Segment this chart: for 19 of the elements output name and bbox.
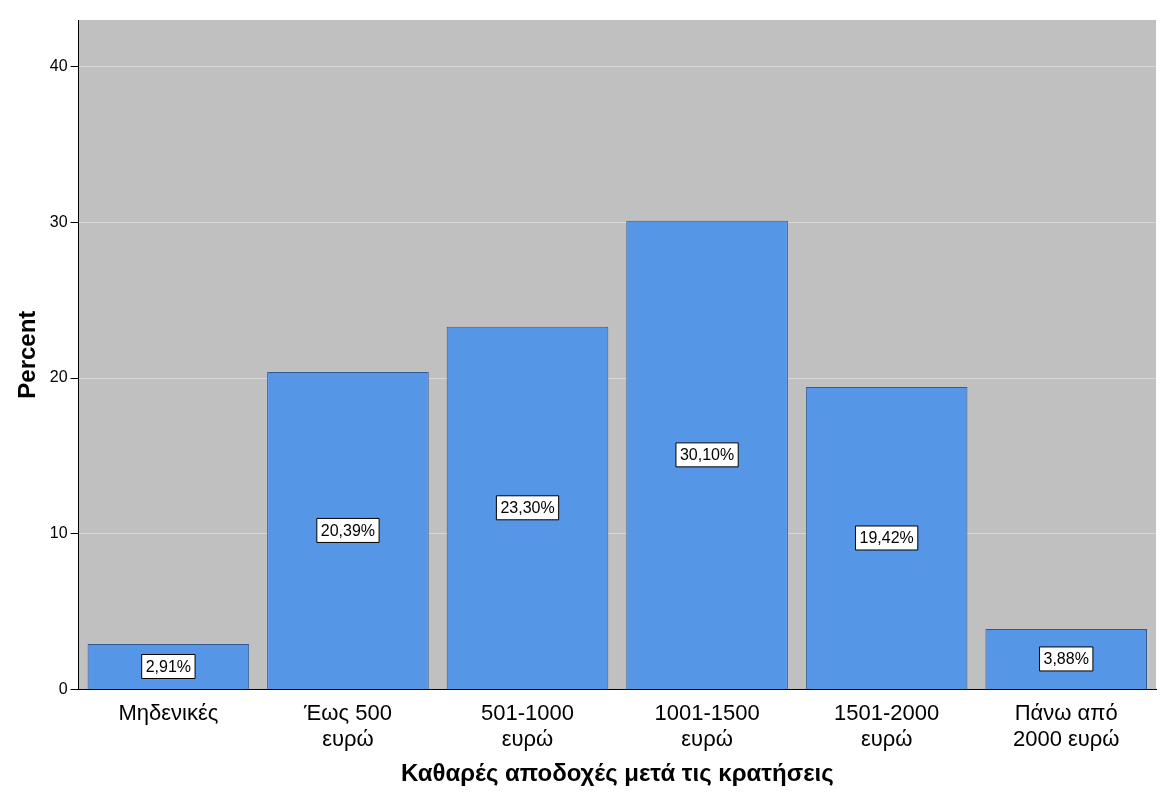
y-tick-label: 20 xyxy=(49,368,68,386)
y-tick-label: 40 xyxy=(49,57,68,75)
y-tick-label: 0 xyxy=(58,679,68,697)
x-tick-label: Μηδενικές xyxy=(118,699,219,725)
data-label: 19,42% xyxy=(859,529,914,547)
y-axis-title: Percent xyxy=(13,310,41,399)
x-tick-label: 1501-2000 ευρώ xyxy=(834,699,940,752)
x-axis-title: Καθαρές αποδοχές μετά τις κρατήσεις xyxy=(400,759,834,787)
x-tick-label: Πάνω από 2000 ευρώ xyxy=(1012,699,1120,752)
x-tick-label: 1001-1500 ευρώ xyxy=(654,699,760,752)
y-tick-label: 10 xyxy=(49,524,68,542)
data-label: 2,91% xyxy=(145,657,192,675)
data-label: 3,88% xyxy=(1043,650,1089,668)
x-tick-label: 501-1000 ευρώ xyxy=(481,699,575,752)
data-label: 30,10% xyxy=(679,446,735,464)
data-label: 20,39% xyxy=(320,521,376,539)
y-tick-label: 30 xyxy=(49,212,68,230)
data-label: 23,30% xyxy=(500,499,555,517)
x-tick-label: Έως 500 ευρώ xyxy=(303,699,392,752)
